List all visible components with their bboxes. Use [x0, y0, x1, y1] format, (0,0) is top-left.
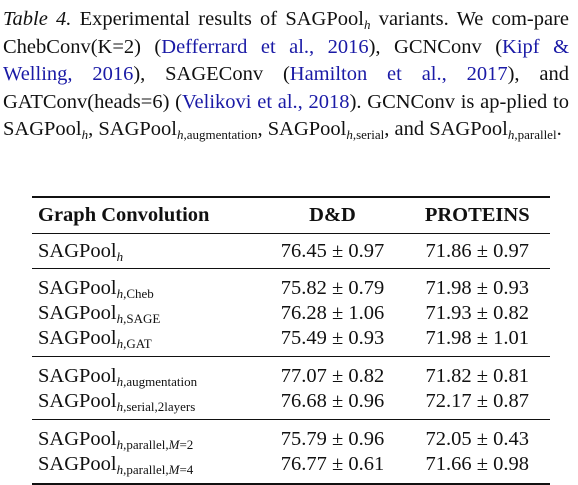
method-sub-m: M — [168, 437, 180, 452]
method-sub: ,Cheb — [123, 286, 154, 301]
method-sub: ,parallel, — [123, 462, 169, 477]
caption-text-9: , and SAGPool — [384, 118, 508, 140]
table-row: SAGPoolh,augmentation 77.07 ± 0.82 71.82… — [32, 356, 550, 389]
caption-sub-aug: ,augmentation — [183, 127, 258, 142]
table-caption: Table 4. Experimental results of SAGPool… — [3, 6, 569, 144]
caption-sub-h: h — [363, 17, 371, 32]
table-row: SAGPoolh,GAT 75.49 ± 0.93 71.98 ± 1.01 — [32, 326, 550, 357]
row-method: SAGPoolh,Cheb — [32, 268, 261, 301]
citation-defferrard[interactable]: Defferrard et al., 2016 — [161, 35, 369, 58]
table-row: SAGPoolh 76.45 ± 0.97 71.86 ± 0.97 — [32, 234, 550, 269]
table-row: SAGPoolh,parallel,M=4 76.77 ± 0.61 71.66… — [32, 452, 550, 485]
method-base: SAGPool — [38, 390, 117, 412]
caption-label: Table 4. — [3, 8, 72, 30]
caption-text-5: ), and GATConv(heads=6) ( — [3, 63, 569, 113]
group-baseline: SAGPoolh 76.45 ± 0.97 71.86 ± 0.97 — [32, 234, 550, 269]
header-dd: D&D — [260, 196, 405, 234]
cell-proteins: 71.98 ± 1.01 — [425, 327, 529, 349]
method-sub-mval: =2 — [179, 437, 194, 452]
caption-sub-parallel: ,parallel — [514, 127, 557, 142]
table-row: SAGPoolh,parallel,M=2 75.79 ± 0.96 72.05… — [32, 419, 550, 452]
method-sub: ,parallel, — [123, 437, 169, 452]
table-row: SAGPoolh,SAGE 76.28 ± 1.06 71.93 ± 0.82 — [32, 301, 550, 326]
cell-dd: 75.49 ± 0.93 — [280, 327, 385, 349]
cell-proteins: 71.93 ± 0.82 — [425, 302, 529, 324]
method-base: SAGPool — [38, 365, 117, 387]
method-base: SAGPool — [38, 302, 117, 324]
method-sub-h: h — [116, 336, 124, 351]
caption-text-8: , SAGPool — [257, 118, 347, 140]
cell-proteins: 71.86 ± 0.97 — [425, 239, 529, 262]
caption-text-10: . — [556, 118, 562, 140]
method-sub-h: h — [116, 437, 124, 452]
citation-velikovi[interactable]: Velikovi et al., 2018 — [182, 90, 350, 113]
caption-sub-h: h — [507, 127, 515, 142]
row-method: SAGPoolh,parallel,M=2 — [32, 419, 261, 452]
table-header-row: Graph Convolution D&D PROTEINS — [32, 196, 550, 234]
row-method: SAGPoolh,augmentation — [32, 356, 261, 389]
method-base: SAGPool — [38, 453, 117, 475]
row-method: SAGPoolh,serial,2layers — [32, 389, 261, 420]
citation-hamilton[interactable]: Hamilton et al., 2017 — [289, 63, 508, 85]
caption-text-1: Experimental results of SAGPool — [79, 8, 364, 30]
caption-text-7: , SAGPool — [88, 118, 177, 140]
caption-sub-serial: ,serial — [352, 127, 385, 142]
caption-text-6: ). GCNConv is ap-plied to SAGPool — [3, 90, 569, 141]
method-sub: ,SAGE — [123, 311, 161, 326]
method-sub-h: h — [116, 399, 124, 414]
caption-sub-h: h — [346, 127, 353, 142]
results-table: Graph Convolution D&D PROTEINS SAGPoolh … — [32, 196, 550, 485]
method-sub-h: h — [116, 286, 124, 301]
cell-dd: 76.77 ± 0.61 — [260, 452, 405, 485]
method-base: SAGPool — [38, 428, 117, 450]
method-sub-h: h — [116, 311, 124, 326]
cell-proteins: 72.17 ± 0.87 — [425, 390, 529, 412]
group-parallel: SAGPoolh,parallel,M=2 75.79 ± 0.96 72.05… — [32, 419, 550, 485]
caption-text-4: ), SAGEConv ( — [133, 63, 290, 85]
method-sub: ,serial,2layers — [123, 399, 196, 414]
cell-dd: 77.07 ± 0.82 — [260, 356, 405, 389]
method-sub-mval: =4 — [179, 462, 194, 477]
header-graph-convolution: Graph Convolution — [32, 196, 261, 234]
method-sub-h: h — [116, 248, 124, 264]
row-method: SAGPoolh,parallel,M=4 — [32, 452, 261, 485]
method-sub: ,GAT — [123, 336, 152, 351]
row-method: SAGPoolh,SAGE — [32, 301, 261, 326]
caption-sub-h: h — [176, 127, 184, 142]
group-aug-serial: SAGPoolh,augmentation 77.07 ± 0.82 71.82… — [32, 356, 550, 420]
cell-proteins: 71.82 ± 0.81 — [404, 356, 550, 389]
method-sub: ,augmentation — [123, 374, 198, 389]
table-row: SAGPoolh,Cheb 75.82 ± 0.79 71.98 ± 0.93 — [32, 268, 550, 301]
method-sub-h: h — [116, 462, 124, 477]
cell-dd: 76.68 ± 0.96 — [280, 390, 385, 412]
method-base: SAGPool — [38, 277, 117, 299]
citation-kipf[interactable]: Kipf & Welling, 2016 — [3, 35, 570, 86]
group-conv-variants: SAGPoolh,Cheb 75.82 ± 0.79 71.98 ± 0.93 … — [32, 268, 550, 357]
cell-dd: 76.45 ± 0.97 — [280, 239, 385, 262]
cell-proteins: 71.98 ± 0.93 — [404, 268, 550, 301]
caption-text-3: ), GCNConv ( — [368, 35, 503, 58]
table-row: SAGPoolh,serial,2layers 76.68 ± 0.96 72.… — [32, 389, 550, 420]
caption-text-2: variants. We com-pare ChebConv(K=2) ( — [3, 8, 569, 58]
row-method: SAGPoolh,GAT — [32, 326, 261, 357]
method-base: SAGPool — [38, 327, 117, 349]
method-sub-m: M — [168, 462, 180, 477]
cell-dd: 75.79 ± 0.96 — [260, 419, 405, 452]
method-base: SAGPool — [38, 239, 117, 262]
cell-dd: 75.82 ± 0.79 — [260, 268, 405, 301]
cell-dd: 76.28 ± 1.06 — [280, 302, 385, 324]
method-sub-h: h — [116, 374, 124, 389]
cell-proteins: 72.05 ± 0.43 — [404, 419, 550, 452]
cell-proteins: 71.66 ± 0.98 — [404, 452, 550, 485]
row-method: SAGPoolh — [32, 234, 261, 269]
header-proteins: PROTEINS — [404, 196, 550, 234]
caption-sub-h: h — [81, 127, 89, 142]
